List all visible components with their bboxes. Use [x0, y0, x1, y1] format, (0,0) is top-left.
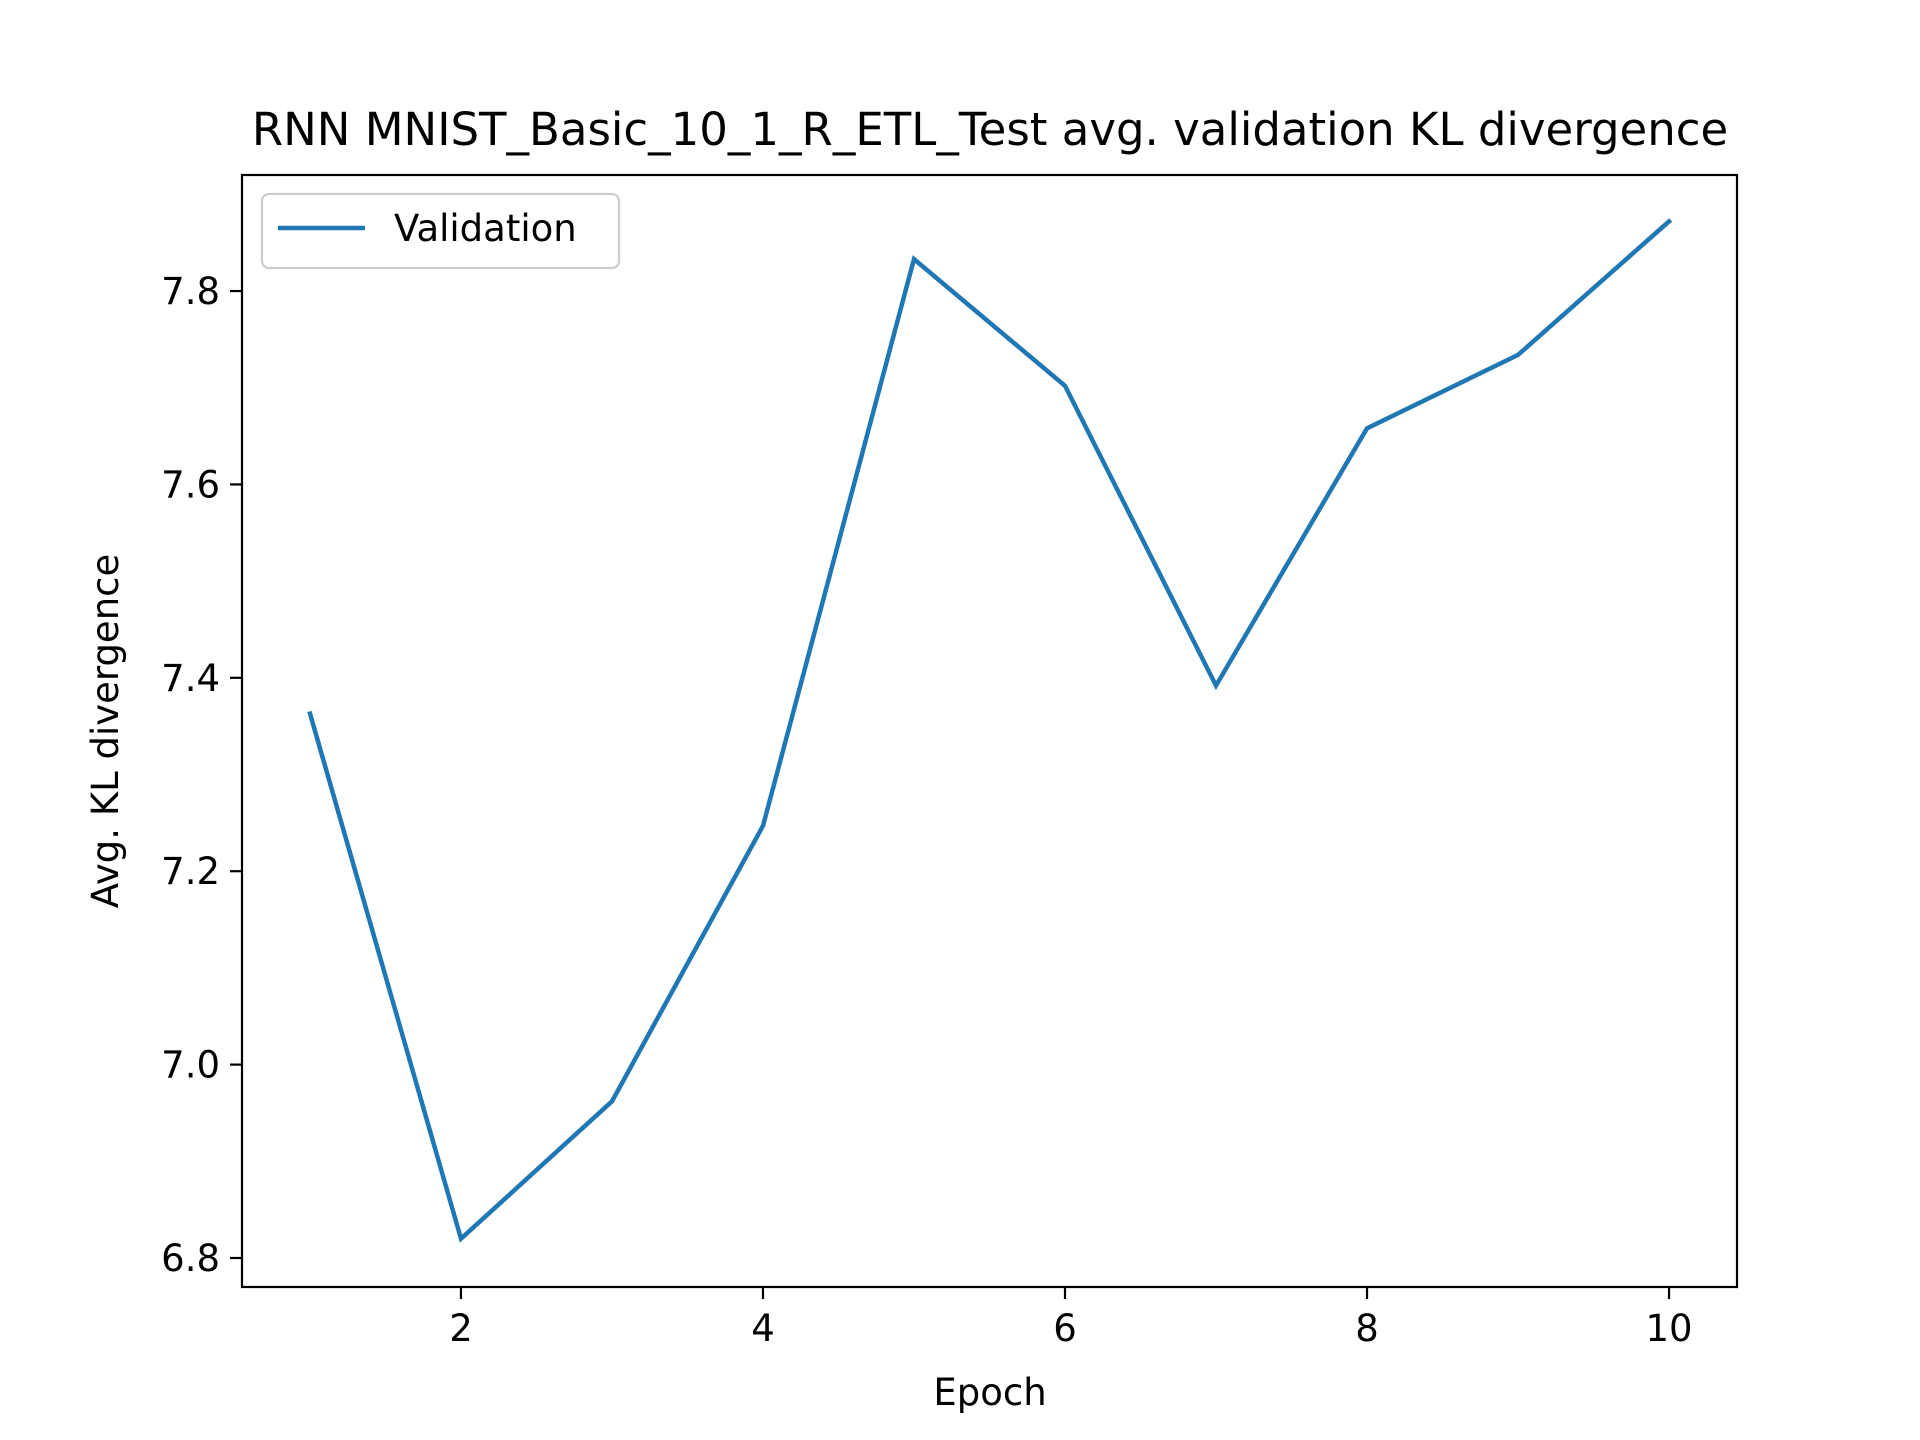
chart-title: RNN MNIST_Basic_10_1_R_ETL_Test avg. val…: [252, 103, 1728, 156]
series-line-validation: [307, 218, 1673, 1243]
y-tick-label-7.4: 7.4: [161, 657, 220, 700]
x-tick-label-10: 10: [1645, 1307, 1692, 1350]
y-axis-label: Avg. KL divergence: [84, 554, 127, 908]
x-axis-ticks: 2 4 6 8 10: [449, 1287, 1693, 1350]
y-tick-label-6.8: 6.8: [161, 1237, 220, 1280]
plot-area: [307, 218, 1673, 1243]
axes-frame: [240, 173, 1739, 1289]
legend-label-validation: Validation: [394, 207, 577, 250]
legend-box: [260, 192, 621, 270]
y-tick-label-7: 7.0: [161, 1044, 220, 1087]
y-axis-ticks: 6.8 7.0 7.2 7.4 7.6 7.8: [161, 270, 242, 1280]
y-tick-label-7.6: 7.6: [161, 463, 220, 506]
legend: Validation: [260, 192, 621, 270]
x-tick-label-4: 4: [751, 1307, 775, 1350]
y-tick-label-7.8: 7.8: [161, 270, 220, 313]
x-axis-label: Epoch: [933, 1371, 1046, 1414]
x-tick-label-8: 8: [1355, 1307, 1379, 1350]
x-tick-label-6: 6: [1053, 1307, 1077, 1350]
y-tick-label-7.2: 7.2: [161, 850, 220, 893]
x-tick-label-2: 2: [449, 1307, 473, 1350]
